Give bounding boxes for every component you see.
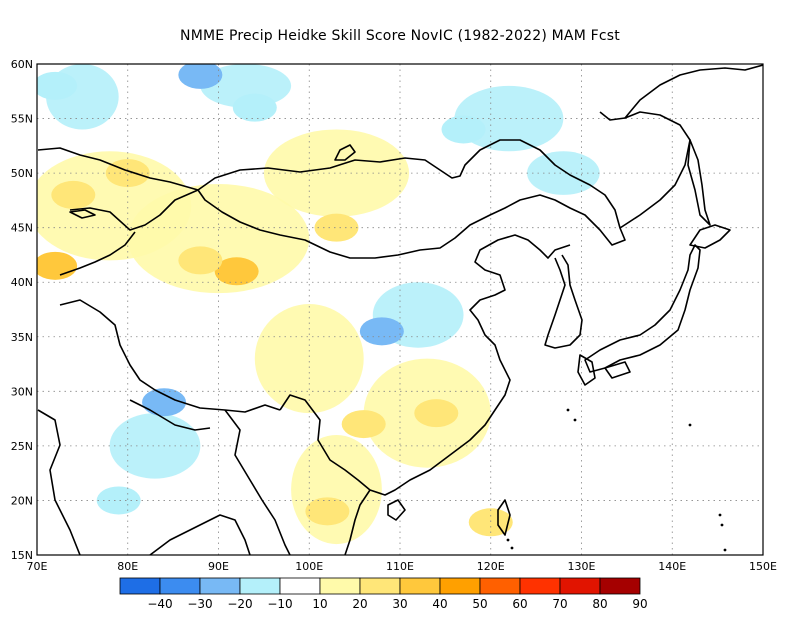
- japan-shikoku: [604, 361, 631, 379]
- lake-baikal: [334, 144, 356, 161]
- colorbar-label: 10: [312, 597, 327, 611]
- latitude-label: 30N: [11, 385, 33, 398]
- colorbar-label: −10: [267, 597, 292, 611]
- field-region: [414, 399, 459, 428]
- field-region: [178, 64, 223, 89]
- colorbar-swatch: [439, 577, 481, 595]
- colorbar-swatch: [559, 577, 601, 595]
- field-region: [359, 317, 404, 346]
- field-region: [341, 410, 386, 439]
- longitude-label: 140E: [658, 560, 686, 573]
- colorbar-label: 80: [592, 597, 607, 611]
- latitude-label: 20N: [11, 494, 33, 507]
- longitude-label: 80E: [117, 560, 138, 573]
- border-myanmar: [224, 409, 291, 555]
- russia-far-east-coast: [619, 64, 763, 229]
- field-patch: [263, 129, 410, 217]
- colorbar-swatch: [239, 577, 281, 595]
- latitude-label: 45N: [11, 222, 33, 235]
- field-patch: [527, 151, 600, 195]
- colorbar-label: 30: [392, 597, 407, 611]
- field-region: [178, 246, 223, 275]
- field-region: [214, 257, 259, 286]
- border-india-west: [37, 409, 81, 555]
- latitude-label: 55N: [11, 113, 33, 126]
- latitude-labels: 15N 20N 25N 30N 35N 40N 45N 50N 55N 60N: [11, 58, 33, 562]
- field-region: [305, 497, 350, 526]
- latitude-label: 60N: [11, 58, 33, 71]
- small-islands: [506, 408, 727, 552]
- colorbar-label: −40: [147, 597, 172, 611]
- field-patch: [127, 184, 310, 294]
- border-china-se: [279, 234, 571, 496]
- map-frame: [36, 63, 764, 556]
- border-himalaya: [59, 299, 281, 413]
- colorbar-swatch: [519, 577, 561, 595]
- colorbar-label: 70: [552, 597, 567, 611]
- chart-title: NMME Precip Heidke Skill Score NovIC (19…: [180, 28, 620, 44]
- japan-kyushu: [577, 354, 596, 386]
- colorbar: −40 −30 −20 −10 10 20 30 40 50 60 70 80 90: [119, 577, 648, 611]
- field-region: [51, 180, 96, 209]
- latitude-label: 40N: [11, 276, 33, 289]
- japan-hokkaido: [689, 224, 731, 249]
- longitude-label: 100E: [295, 560, 323, 573]
- taiwan: [497, 499, 511, 536]
- lake-balkhash: [69, 209, 96, 219]
- field-region: [314, 213, 359, 242]
- latitude-label: 35N: [11, 331, 33, 344]
- japan-honshu: [584, 244, 701, 373]
- colorbar-swatch: [479, 577, 521, 595]
- hainan: [387, 499, 406, 521]
- bay-bengal-coast: [149, 514, 251, 555]
- colorbar-label: −20: [227, 597, 252, 611]
- field-region: [441, 115, 486, 144]
- colorbar-swatch: [399, 577, 441, 595]
- latitude-label: 15N: [11, 549, 33, 562]
- sakhalin: [687, 139, 711, 226]
- border-central-asia: [69, 189, 199, 231]
- border-kazakhstan: [37, 147, 199, 191]
- field-patch: [109, 413, 201, 479]
- longitude-label: 110E: [386, 560, 414, 573]
- colorbar-swatch: [279, 577, 321, 595]
- longitude-label: 70E: [27, 560, 48, 573]
- colorbar-swatch: [199, 577, 241, 595]
- field-region: [37, 251, 78, 280]
- korea-coast: [544, 254, 583, 349]
- field-region: [37, 71, 78, 100]
- colorbar-label: −30: [187, 597, 212, 611]
- coastlines-and-borders: [37, 64, 763, 555]
- skill-score-field: [37, 64, 600, 545]
- latitude-label: 25N: [11, 440, 33, 453]
- longitude-label: 130E: [568, 560, 596, 573]
- border-mongolia-russia: [197, 139, 626, 259]
- latitude-label: 50N: [11, 167, 33, 180]
- colorbar-label: 20: [352, 597, 367, 611]
- colorbar-label: 90: [632, 597, 647, 611]
- colorbar-label: 50: [472, 597, 487, 611]
- longitude-label: 120E: [477, 560, 505, 573]
- colorbar-swatch: [599, 577, 641, 595]
- field-region: [96, 486, 141, 515]
- colorbar-label: 40: [432, 597, 447, 611]
- border-nepal: [129, 399, 211, 431]
- field-patch: [254, 304, 364, 414]
- longitude-label: 90E: [208, 560, 229, 573]
- colorbar-swatch: [119, 577, 161, 595]
- border-tarim: [59, 231, 136, 276]
- kamchatka-coast: [599, 111, 626, 121]
- colorbar-swatch: [319, 577, 361, 595]
- indochina-coast: [344, 489, 371, 555]
- field-region: [142, 388, 187, 417]
- longitude-label: 150E: [749, 560, 777, 573]
- colorbar-swatch: [159, 577, 201, 595]
- field-region: [232, 93, 277, 122]
- colorbar-label: 60: [512, 597, 527, 611]
- longitude-labels: 70E 80E 90E 100E 110E 120E 130E 140E 150E: [27, 560, 777, 573]
- colorbar-swatch: [359, 577, 401, 595]
